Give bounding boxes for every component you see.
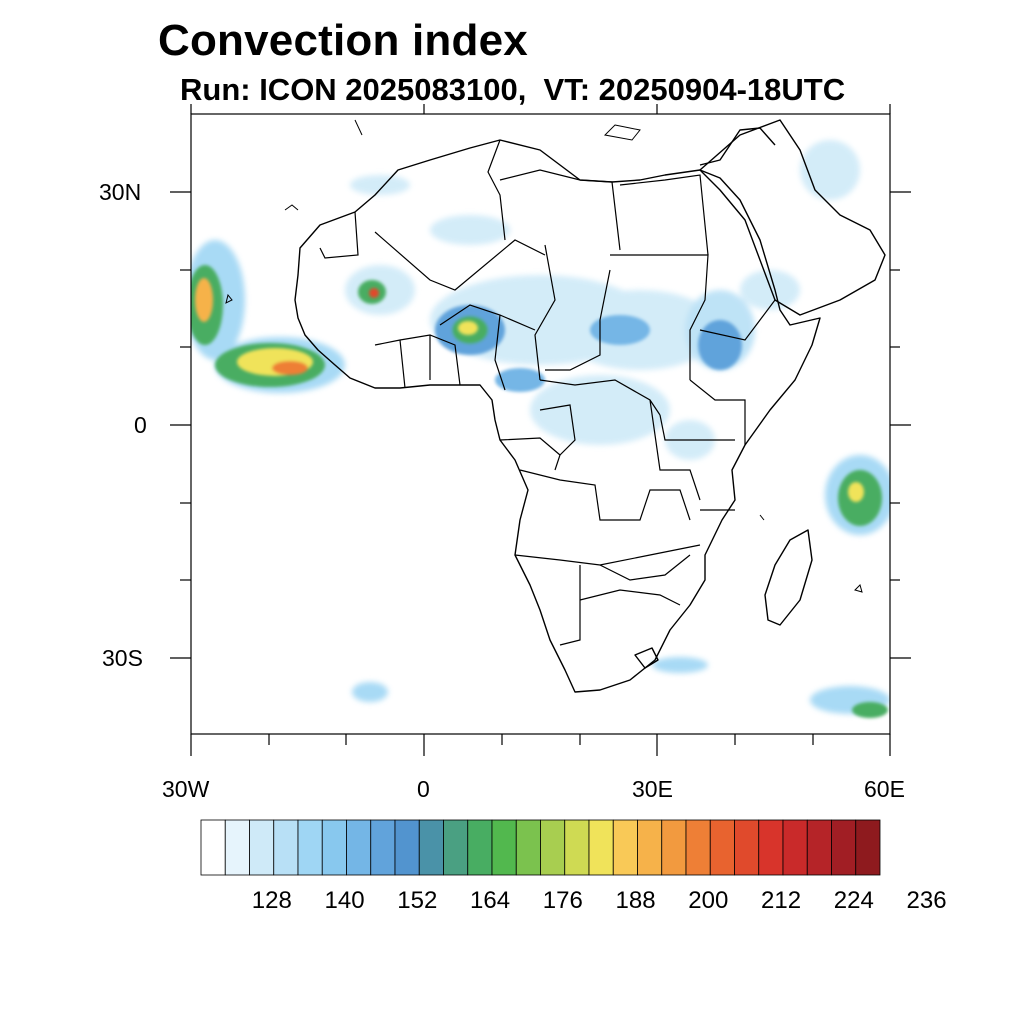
colorbar-swatch-24	[782, 819, 808, 876]
islands	[225, 119, 863, 593]
colorbar-swatch-6	[346, 819, 372, 876]
colorbar-label-140: 140	[324, 887, 365, 914]
colorbar-label-200: 200	[688, 887, 729, 914]
colorbar-swatch-26	[831, 819, 857, 876]
colorbar-swatch-25	[806, 819, 832, 876]
colorbar-swatch-1	[224, 819, 250, 876]
colorbar-label-152: 152	[397, 887, 438, 914]
colorbar-swatch-19	[661, 819, 687, 876]
country-borders	[319, 139, 776, 646]
colorbar-swatch-8	[394, 819, 420, 876]
colorbar-swatch-4	[297, 819, 323, 876]
colorbar-swatch-15	[564, 819, 590, 876]
map-title: Convection index	[158, 16, 528, 65]
colorbar-swatch-5	[321, 819, 347, 876]
convection-low-cells	[191, 140, 890, 714]
run-subtitle: Run: ICON 2025083100, VT: 20250904-18UTC	[180, 72, 846, 107]
colorbar-swatch-9	[418, 819, 444, 876]
colorbar-label-188: 188	[615, 887, 656, 914]
colorbar-swatch-13	[515, 819, 541, 876]
colorbar-swatch-17	[612, 819, 638, 876]
colorbar-swatch-16	[588, 819, 614, 876]
colorbar-swatch-3	[273, 819, 299, 876]
colorbar-swatch-27	[855, 819, 881, 876]
colorbar-swatch-7	[370, 819, 396, 876]
lat-label-0: 0	[134, 412, 147, 438]
colorbar-swatch-0	[200, 819, 226, 876]
colorbar-swatch-10	[443, 819, 469, 876]
colorbar-swatch-12	[491, 819, 517, 876]
convection-field	[191, 119, 890, 718]
map-frame	[190, 113, 891, 735]
colorbar-label-224: 224	[833, 887, 874, 914]
lon-label-30w: 30W	[162, 776, 210, 802]
colorbar-label-176: 176	[542, 887, 583, 914]
lon-label-60e: 60E	[864, 776, 905, 802]
colorbar-swatch-22	[734, 819, 760, 876]
lat-label-30s: 30S	[102, 645, 143, 671]
colorbar-label-164: 164	[470, 887, 511, 914]
axis-ticks	[170, 104, 911, 756]
colorbar-swatch-21	[709, 819, 735, 876]
lon-label-0: 0	[417, 776, 430, 802]
convection-high-cells	[195, 278, 864, 502]
lon-label-30e: 30E	[632, 776, 673, 802]
lat-label-30n: 30N	[99, 179, 142, 205]
colorbar-swatch-20	[685, 819, 711, 876]
colorbar-swatch-23	[758, 819, 784, 876]
colorbar-label-212: 212	[761, 887, 802, 914]
colorbar-label-236: 236	[906, 887, 947, 914]
colorbar-swatch-18	[637, 819, 663, 876]
colorbar-swatch-14	[540, 819, 566, 876]
colorbar-swatch-2	[249, 819, 275, 876]
colorbar	[200, 819, 881, 876]
colorbar-label-128: 128	[251, 887, 292, 914]
colorbar-swatch-11	[467, 819, 493, 876]
